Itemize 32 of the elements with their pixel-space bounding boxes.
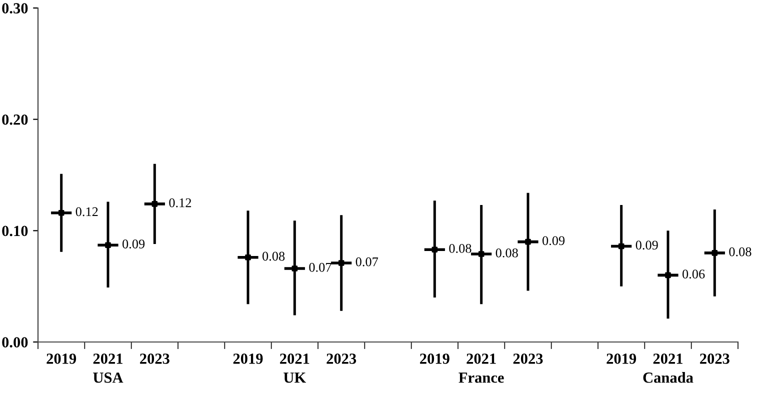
x-tick-label: 2023 — [513, 354, 543, 364]
data-label: 0.09 — [636, 240, 658, 250]
x-tick-label: 2021 — [466, 354, 496, 364]
x-tick-label: 2023 — [140, 354, 170, 364]
x-tick-label: 2021 — [280, 354, 310, 364]
data-label: 0.06 — [682, 270, 705, 279]
data-label: 0.08 — [262, 252, 285, 261]
data-label: 0.12 — [169, 198, 192, 208]
x-tick-label: 2021 — [93, 354, 122, 364]
data-label: 0.08 — [496, 248, 518, 258]
data-label: 0.09 — [122, 240, 145, 248]
data-label: 0.12 — [76, 207, 98, 216]
x-tick-label: 2023 — [700, 354, 730, 364]
x-tick-label: 2019 — [606, 354, 636, 364]
text: USA — [93, 372, 124, 383]
y-tick-label: 0.20 — [2, 114, 28, 125]
data-label: 0.07 — [309, 262, 332, 272]
text: UK — [284, 372, 306, 383]
data-label: 0.08 — [449, 244, 472, 253]
y-tick-label: 0.30 — [2, 3, 28, 14]
data-label: 0.09 — [542, 236, 565, 246]
x-tick-label: 2019 — [46, 354, 76, 364]
text: Canada — [643, 372, 694, 383]
text: France — [458, 372, 504, 383]
x-tick-label: 2019 — [420, 354, 450, 364]
y-tick-label: 0.00 — [2, 337, 28, 348]
x-tick-label: 2019 — [233, 354, 263, 364]
data-label: 0.08 — [729, 247, 752, 256]
y-tick-label: 0.10 — [2, 226, 28, 236]
x-tick-label: 2021 — [653, 354, 682, 364]
data-label: 0.07 — [356, 257, 378, 266]
x-tick-label: 2023 — [326, 354, 356, 364]
